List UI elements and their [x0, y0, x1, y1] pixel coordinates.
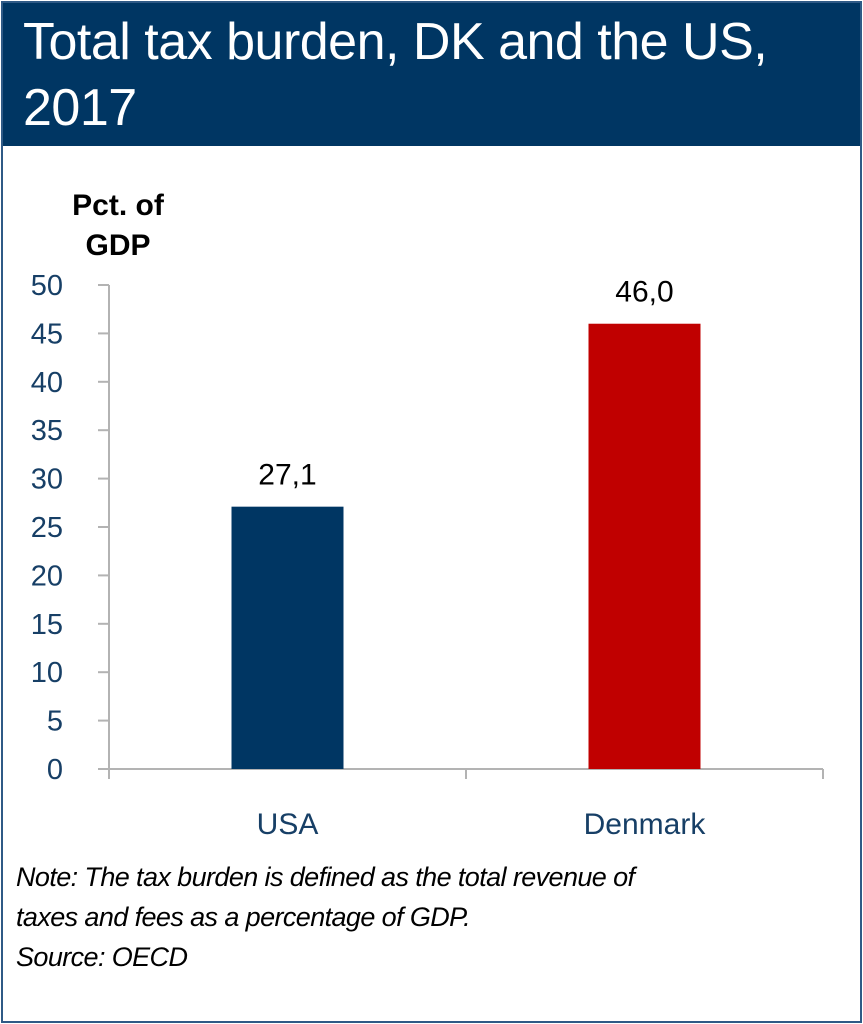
y-axis-label-line-1: Pct. of [72, 189, 164, 222]
bar-usa [231, 506, 344, 769]
chart-title: Total tax burden, DK and the US, 2017 [23, 13, 768, 137]
y-tick-label: 0 [47, 754, 63, 786]
y-tick-label: 25 [31, 512, 63, 544]
y-tick-label: 10 [31, 657, 63, 689]
chart-note: Note: The tax burden is defined as the t… [16, 857, 846, 977]
note-line-1: Note: The tax burden is defined as the t… [16, 862, 635, 892]
y-tick-label: 20 [31, 560, 63, 592]
source-line: Source: OECD [16, 942, 188, 972]
note-line-2: taxes and fees as a percentage of GDP. [16, 902, 471, 932]
title-banner: Total tax burden, DK and the US, 2017 [3, 3, 860, 146]
bar-denmark [588, 323, 701, 769]
data-label-usa: 27,1 [258, 459, 316, 492]
y-tick-label: 35 [31, 415, 63, 447]
y-tick-label: 45 [31, 318, 63, 350]
y-tick-label: 40 [31, 367, 63, 399]
y-tick-label: 30 [31, 464, 63, 496]
y-tick-label: 5 [47, 706, 63, 738]
data-label-denmark: 46,0 [615, 276, 673, 309]
y-tick-label: 15 [31, 609, 63, 641]
y-axis-label: Pct. of GDP [58, 186, 178, 266]
y-axis-label-line-2: GDP [85, 229, 151, 262]
x-tick-label-denmark: Denmark [584, 808, 707, 841]
y-tick-label: 50 [31, 270, 63, 302]
x-tick-label-usa: USA [257, 808, 319, 841]
